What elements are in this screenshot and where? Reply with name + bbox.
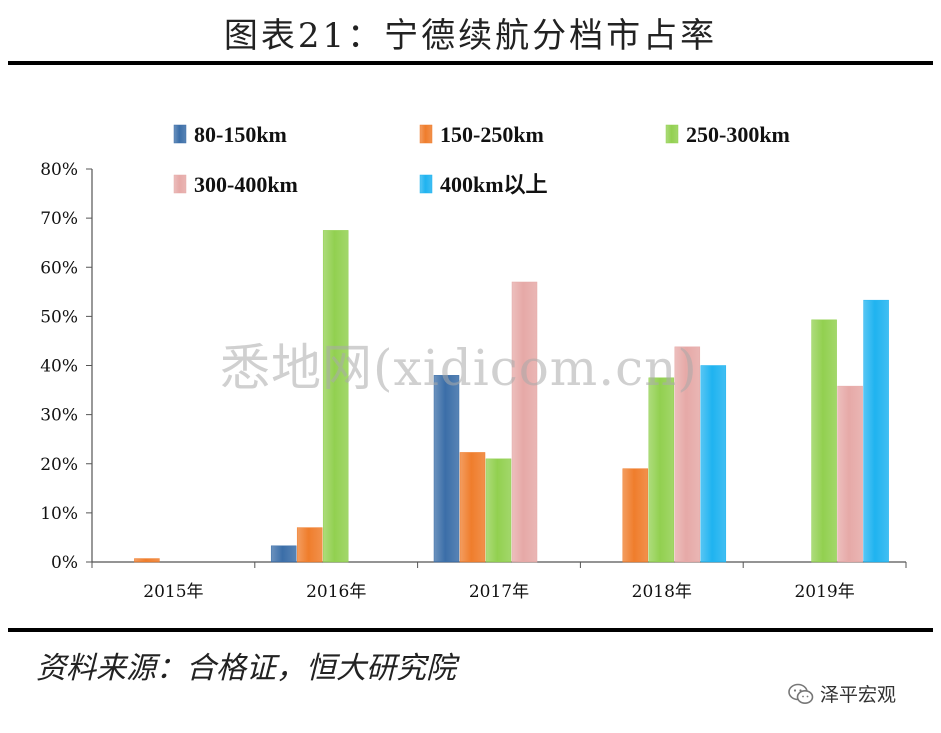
legend-swatch — [419, 174, 433, 194]
legend-label: 250-300km — [686, 122, 790, 147]
bar — [485, 458, 512, 563]
top-rule — [8, 61, 933, 65]
bar — [511, 281, 538, 563]
legend-label: 300-400km — [194, 172, 298, 197]
source-note: 资料来源：合格证，恒大研究院 — [36, 651, 456, 686]
brand-name: 泽平宏观 — [820, 684, 897, 706]
bar — [134, 558, 160, 563]
legend-swatch — [419, 124, 433, 144]
y-tick-label: 60% — [40, 258, 78, 278]
x-tick-label: 2016年 — [306, 582, 366, 602]
bar — [674, 346, 701, 563]
bar — [863, 299, 889, 563]
x-tick-label: 2015年 — [143, 582, 203, 602]
bar — [270, 545, 297, 563]
bar — [433, 375, 460, 563]
legend-swatch — [665, 124, 679, 144]
bar — [459, 452, 486, 563]
y-tick-label: 80% — [40, 160, 78, 180]
y-tick-label: 50% — [40, 307, 78, 327]
bar — [296, 527, 323, 563]
x-tick-label: 2018年 — [632, 582, 692, 602]
y-tick-label: 30% — [40, 406, 78, 426]
y-tick-label: 10% — [40, 504, 78, 524]
legend-label: 400km以上 — [440, 172, 548, 197]
bar — [700, 365, 727, 563]
bar — [837, 385, 863, 563]
y-tick-label: 0% — [51, 553, 78, 573]
legend-label: 150-250km — [440, 122, 544, 147]
bar — [622, 468, 649, 563]
bar — [811, 319, 837, 563]
legend-swatch — [173, 124, 187, 144]
bar — [648, 377, 675, 563]
bar — [322, 230, 349, 563]
y-tick-label: 20% — [40, 455, 78, 475]
x-tick-label: 2019年 — [794, 582, 854, 602]
wechat-icon — [788, 683, 814, 704]
brand-mark: 泽平宏观 — [788, 680, 896, 707]
y-tick-label: 40% — [40, 357, 78, 377]
bar-chart: 0% 10% 20% 30% 40% 50% 60% 70% 80% 2015年 2016年 2017… — [40, 122, 907, 602]
y-tick-label: 70% — [40, 209, 78, 229]
legend-swatch — [173, 174, 187, 194]
bottom-rule — [8, 628, 933, 632]
x-tick-label: 2017年 — [469, 582, 529, 602]
chart-title: 图表21：宁德续航分档市占率 — [223, 16, 718, 56]
legend-label: 80-150km — [194, 122, 287, 147]
